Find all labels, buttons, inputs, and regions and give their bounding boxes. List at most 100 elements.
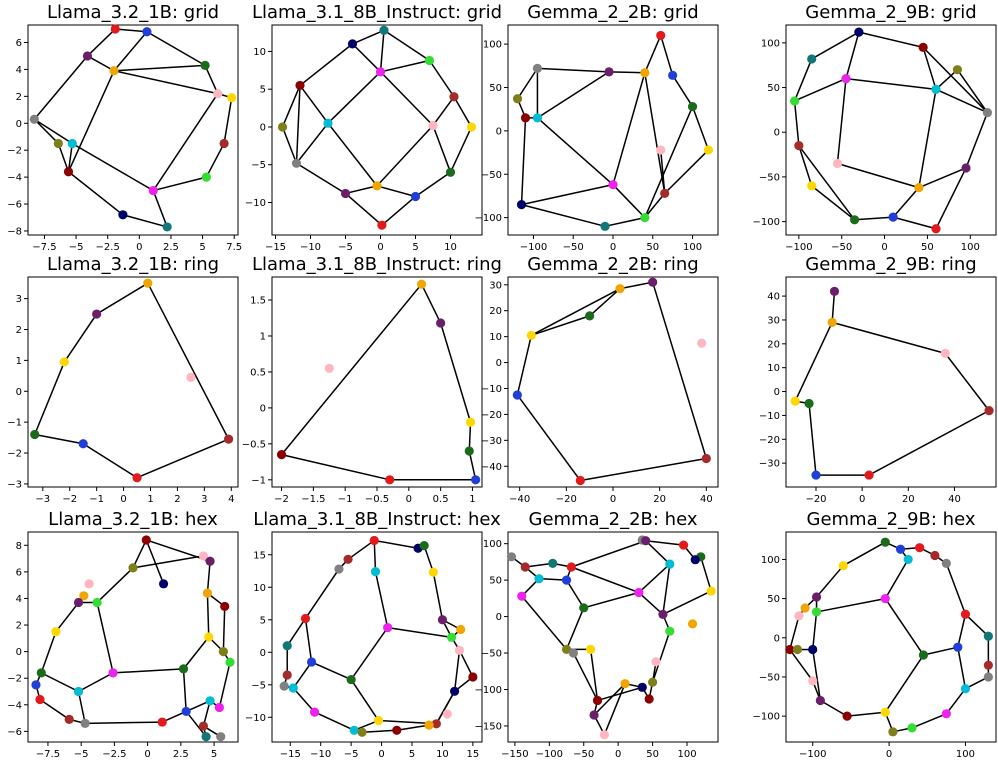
data-point: [930, 550, 940, 561]
graph-edge: [638, 563, 671, 594]
graph-edge: [39, 698, 70, 721]
graph-edge: [645, 540, 671, 565]
edge-group: [510, 540, 712, 736]
x-tick-label: 4: [228, 494, 234, 505]
plot-frame: [507, 531, 719, 743]
graph-edge: [281, 85, 301, 128]
graph-edge: [837, 162, 920, 189]
data-point: [437, 615, 448, 625]
data-point: [641, 536, 651, 546]
data-point: [178, 664, 189, 674]
y-tick-label: 0: [774, 128, 780, 139]
y-tick-label: 1: [16, 356, 22, 367]
x-tick-label: 1: [147, 494, 153, 505]
data-point: [200, 60, 210, 70]
graph-edge: [892, 216, 937, 230]
y-tick-label: 2: [16, 621, 22, 632]
graph-edge: [428, 60, 455, 98]
data-point: [80, 718, 90, 728]
data-point: [141, 535, 151, 545]
graph-edge: [589, 288, 621, 317]
subplot-6: Gemma_2_2B: ring −40 −20 0 20 40 −40 −30 −20 −10 0…: [481, 254, 719, 505]
edge-group: [516, 281, 708, 482]
data-point: [941, 558, 951, 568]
x-tick-label: −40: [509, 494, 530, 505]
data-point: [213, 89, 223, 99]
data-point: [516, 200, 527, 210]
point-group: [30, 278, 234, 483]
data-point: [466, 122, 477, 132]
graph-edge: [34, 361, 66, 435]
graph-edge: [793, 58, 813, 102]
subplot-11: Gemma_2_9B: hex −100 0 100 −100 −50 0 50 100: [753, 509, 997, 760]
x-tick-label: −0.5: [365, 494, 389, 505]
x-tick-label: −150: [501, 749, 528, 760]
data-point: [678, 540, 689, 550]
x-tick-label: −5: [338, 242, 353, 253]
data-point: [282, 670, 292, 680]
subplot-5: Llama_3.1_8B_Instruct: ring −2 −1.5 −1 −0.5 0…: [242, 254, 502, 505]
graph-edge: [645, 540, 684, 546]
y-tick-label: −2: [7, 146, 22, 157]
y-tick-label: 0: [774, 387, 780, 398]
data-point: [952, 65, 963, 75]
graph-edge: [96, 282, 149, 315]
data-point: [804, 398, 814, 409]
graph-edge: [423, 545, 435, 573]
y-tick-label: 6: [16, 38, 22, 49]
subplot-0: Llama_3.2_1B: grid −7.5 −5 −2.5 0 2.5 5 7.5 −8 −6…: [7, 2, 242, 253]
graph-edge: [376, 185, 416, 198]
graph-edge: [374, 539, 419, 549]
x-tick-label: −7.5: [32, 242, 56, 253]
graph-edge: [33, 55, 89, 120]
edge-group: [33, 28, 233, 228]
data-point: [340, 188, 351, 199]
point-group: [506, 535, 716, 740]
point-group: [276, 279, 481, 485]
data-point: [84, 579, 94, 589]
data-point: [35, 694, 45, 705]
graph-edge: [945, 563, 967, 615]
graph-edge: [281, 453, 390, 481]
graph-edge: [82, 443, 138, 479]
plot-frame: [27, 276, 239, 488]
graph-edge: [432, 125, 452, 173]
y-tick-label: 15: [253, 550, 266, 561]
graph-edge: [956, 69, 989, 114]
point-group: [789, 27, 993, 234]
data-point: [128, 563, 138, 573]
y-tick-label: 0: [774, 633, 780, 644]
graph-edge: [327, 71, 382, 124]
y-tick-label: 100: [483, 40, 502, 51]
data-point: [789, 96, 800, 106]
data-point: [794, 611, 804, 621]
data-point: [811, 470, 821, 480]
x-tick-label: 5: [409, 749, 415, 760]
data-point: [517, 591, 527, 601]
x-tick-label: 5: [211, 749, 217, 760]
plot-frame: [27, 531, 239, 743]
data-point: [790, 396, 800, 406]
graph-edge: [327, 122, 378, 187]
y-tick-label: 0: [260, 403, 266, 414]
subplot-9: Llama_3.1_8B_Instruct: hex−15 −10 −5 0 5 10 15…: [245, 509, 501, 760]
data-point: [225, 657, 235, 667]
data-point: [36, 668, 46, 678]
graph-edge: [40, 631, 57, 674]
data-point: [960, 609, 971, 619]
data-point: [586, 644, 596, 654]
graph-edge: [884, 598, 925, 656]
data-point: [829, 286, 840, 296]
data-point: [895, 544, 906, 554]
graph-edge: [662, 590, 712, 616]
x-tick-label: −2.5: [96, 242, 120, 253]
data-point: [792, 644, 803, 655]
graph-edge: [387, 626, 452, 639]
graph-edge: [884, 559, 909, 599]
data-point: [961, 163, 971, 173]
graph-edge: [918, 167, 967, 189]
graph-edge: [420, 283, 442, 324]
x-tick-label: −50: [831, 242, 852, 253]
data-point: [357, 727, 367, 737]
x-tick-label: −15: [280, 749, 301, 760]
